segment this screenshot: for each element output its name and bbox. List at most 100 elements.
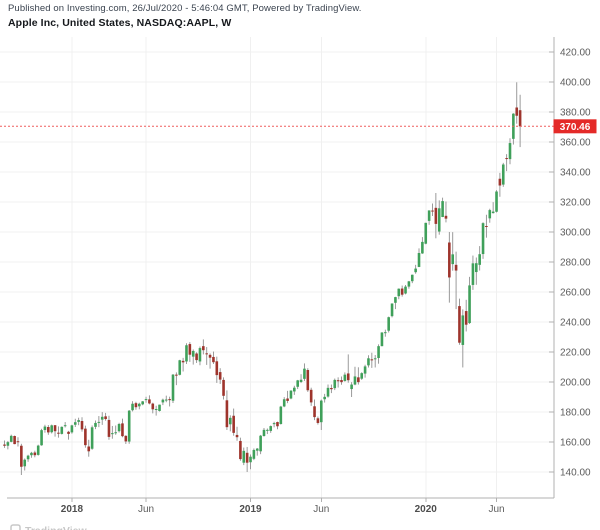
candle-body (100, 416, 104, 420)
candle-body (245, 452, 249, 463)
candle-body (43, 426, 47, 430)
candle-body (239, 440, 242, 460)
candle-body (208, 354, 212, 358)
candle-body (235, 434, 239, 438)
candle-body (94, 422, 97, 427)
price-tick-label: 220.00 (560, 348, 591, 359)
tradingview-logo-icon (10, 524, 21, 530)
candle-body (127, 410, 131, 442)
candle-body (357, 377, 360, 383)
candle-body (77, 420, 80, 422)
candle-body (232, 415, 235, 433)
candle-body (90, 427, 94, 449)
candle-body (151, 403, 155, 410)
candle-body (461, 315, 465, 345)
candle-body (36, 445, 40, 455)
time-tick-label: 2018 (61, 504, 84, 515)
candle-body (407, 281, 411, 287)
candle-body (138, 403, 141, 407)
candle-body (316, 418, 320, 423)
candle-body (481, 223, 485, 255)
candle-body (134, 403, 138, 408)
time-tick-label: Jun (313, 504, 329, 515)
candle-body (380, 332, 384, 347)
candle-body (367, 358, 370, 366)
candle-body (185, 345, 188, 362)
candle-body (313, 406, 316, 418)
candle-body (33, 452, 37, 456)
candle-body (188, 344, 192, 355)
candle-body (323, 396, 326, 400)
time-tick-label: 2020 (415, 504, 438, 515)
candle-body (444, 215, 448, 219)
time-tick-label: Jun (488, 504, 504, 515)
candle-body (9, 435, 13, 442)
candle-body (47, 427, 50, 433)
candle-body (121, 423, 124, 437)
candle-body (448, 242, 451, 278)
candle-body (309, 389, 313, 403)
candle-body (73, 422, 77, 425)
candle-body (434, 207, 438, 224)
last-price-badge (553, 119, 597, 134)
tradingview-watermark: TradingView (25, 525, 87, 530)
candle-body (50, 425, 53, 433)
candle-body (141, 401, 144, 405)
candle-body (390, 303, 394, 317)
published-line: Published on Investing.com, 26/Jul/2020 … (8, 3, 362, 14)
candle-body (370, 359, 374, 361)
candle-body (144, 399, 148, 401)
candle-body (53, 425, 57, 432)
candle-body (437, 208, 441, 232)
candle-body (451, 254, 455, 265)
candle-body (431, 210, 434, 212)
candle-body (3, 444, 6, 446)
price-tick-label: 260.00 (560, 288, 591, 299)
candle-body (67, 431, 70, 434)
candle-body (158, 404, 161, 411)
candle-body (414, 268, 417, 273)
candle-body (353, 376, 357, 385)
price-tick-label: 140.00 (560, 468, 591, 479)
candle-body (464, 311, 468, 325)
candle-body (131, 403, 134, 411)
candle-body (360, 373, 364, 379)
candle-body (107, 419, 111, 437)
candle-body (468, 285, 471, 324)
candle-body (16, 441, 20, 443)
candle-body (20, 445, 23, 467)
candle-body (296, 380, 299, 387)
candle-body (299, 379, 303, 382)
candle-body (117, 424, 121, 432)
candle-body (400, 288, 404, 295)
candle-body (498, 178, 502, 186)
candle-body (279, 406, 283, 424)
candle-body (306, 370, 310, 391)
candle-body (272, 423, 276, 425)
candle-body (458, 306, 461, 343)
candle-body (23, 459, 27, 467)
candle-body (501, 164, 505, 185)
candle-body (289, 390, 293, 399)
candle-body (326, 387, 330, 397)
candle-body (225, 400, 229, 428)
candle-body (171, 374, 175, 401)
candle-body (111, 433, 114, 435)
candle-body (333, 379, 337, 389)
candle-body (70, 425, 74, 433)
candle-body (212, 356, 215, 363)
chart-header: Published on Investing.com, 26/Jul/2020 … (8, 3, 362, 29)
candle-body (377, 346, 380, 358)
candle-body (384, 332, 387, 334)
candle-body (30, 452, 33, 456)
candle-body (505, 158, 508, 160)
chart-title: Apple Inc, United States, NASDAQ:AAPL, W (8, 17, 232, 29)
candle-body (181, 360, 185, 363)
candle-body (286, 398, 289, 401)
candle-body (404, 286, 407, 294)
candle-body (266, 429, 269, 431)
price-tick-label: 340.00 (560, 168, 591, 179)
candle-body (491, 211, 495, 214)
candle-body (6, 442, 10, 446)
